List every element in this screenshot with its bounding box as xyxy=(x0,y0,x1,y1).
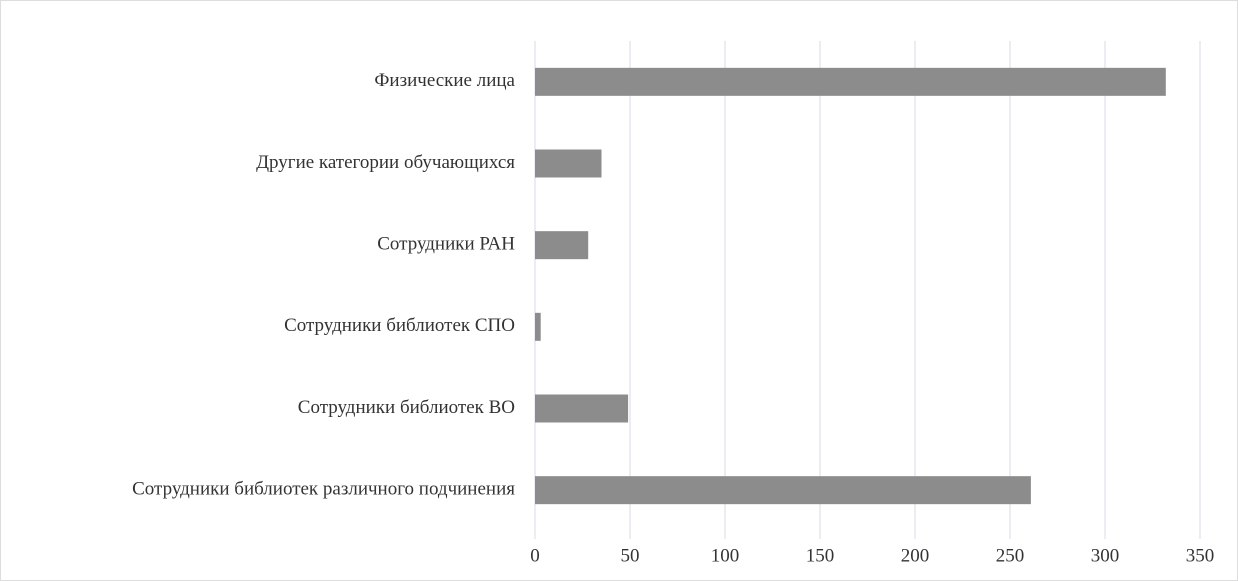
bar xyxy=(535,312,541,341)
bar xyxy=(535,149,602,178)
x-tick-label: 100 xyxy=(711,545,740,566)
y-tick-label: Сотрудники библиотек СПО xyxy=(284,315,515,336)
x-tick-label: 0 xyxy=(530,545,540,566)
y-tick-label: Сотрудники библиотек различного подчинен… xyxy=(132,479,515,500)
x-tick-label: 350 xyxy=(1186,545,1215,566)
x-tick-label: 150 xyxy=(806,545,835,566)
y-tick-label: Сотрудники библиотек ВО xyxy=(298,397,515,418)
x-tick-label: 250 xyxy=(996,545,1025,566)
y-tick-label: Другие категории обучающихся xyxy=(256,152,515,173)
x-tick-label: 50 xyxy=(621,545,640,566)
x-tick-label: 200 xyxy=(901,545,930,566)
bar xyxy=(535,394,629,423)
x-tick-label: 300 xyxy=(1091,545,1120,566)
y-tick-label: Физические лица xyxy=(374,70,515,91)
bar xyxy=(535,67,1166,96)
y-tick-label: Сотрудники РАН xyxy=(377,234,515,255)
bar xyxy=(535,476,1031,505)
bar xyxy=(535,231,589,260)
